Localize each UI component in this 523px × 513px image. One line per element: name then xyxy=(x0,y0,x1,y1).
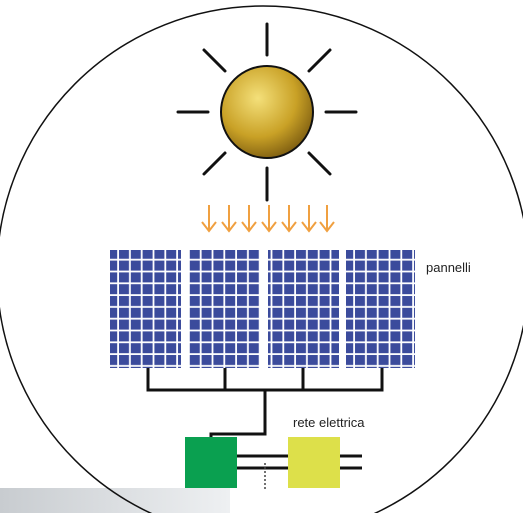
diagram: pannelli rete elettrica xyxy=(0,0,523,513)
solar-panel xyxy=(189,250,260,368)
sun-arrows xyxy=(202,205,334,231)
grid-meter xyxy=(288,437,340,488)
grid-label: rete elettrica xyxy=(293,415,365,430)
solar-panel xyxy=(110,250,181,368)
solar-panels xyxy=(110,250,415,368)
solar-panel xyxy=(346,250,415,368)
panels-label: pannelli xyxy=(426,260,471,275)
solar-panel xyxy=(268,250,339,368)
sun xyxy=(221,66,313,158)
inverter xyxy=(185,437,237,488)
background-strip xyxy=(0,488,230,513)
